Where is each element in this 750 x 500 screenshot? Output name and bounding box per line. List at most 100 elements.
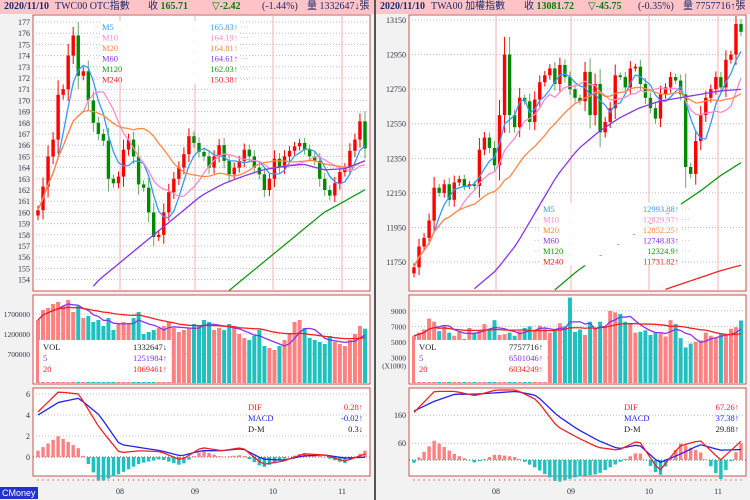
candle-down — [553, 68, 557, 84]
volume-tick-label: 9000 — [391, 307, 406, 316]
candle-down — [643, 83, 648, 98]
candle-up — [287, 150, 292, 157]
macd-histogram-bar — [207, 453, 211, 457]
volume-bar — [212, 330, 217, 383]
candle-down — [688, 166, 693, 174]
volume-bar — [36, 320, 40, 383]
volume-bar — [562, 326, 567, 383]
ma-legend-value: 165.83↑ — [210, 22, 238, 32]
volume-bar — [718, 334, 723, 383]
date: 2020/11/10 — [380, 1, 426, 12]
legend-bg — [100, 31, 240, 42]
volume-bar — [613, 312, 618, 383]
candle-down — [141, 184, 146, 188]
candle-up — [412, 267, 416, 274]
volume-bar — [181, 330, 186, 383]
legend-bg — [541, 245, 681, 255]
volume-bar — [693, 342, 698, 383]
candle-down — [318, 160, 322, 179]
legend-bg — [100, 73, 240, 84]
macd-histogram-bar — [131, 457, 136, 467]
month-label: 10 — [269, 487, 277, 496]
volume-legend-value: 1251984↑ — [133, 353, 167, 363]
macd-legend-value: 0.3↓ — [348, 424, 363, 434]
otc-chart-canvas[interactable]: 154 155 156 157 158 159 160 161 162 163 164 165 166 1… — [0, 14, 374, 500]
macd-histogram-bar — [618, 460, 622, 462]
macd-histogram-bar — [568, 460, 572, 479]
ma-legend-value: 164.81↑ — [210, 43, 238, 53]
macd-histogram-bar — [628, 456, 633, 460]
price-tick-label: 172 — [18, 74, 30, 83]
volume-bar — [171, 328, 176, 383]
macd-histogram-bar — [623, 459, 627, 460]
volume-bar — [633, 332, 638, 383]
volume-ma20-line — [37, 306, 366, 340]
volume-label: 量 — [683, 1, 693, 12]
macd-legend-label: D-M — [248, 424, 265, 434]
macd-histogram-bar — [699, 452, 703, 460]
candle-down — [96, 122, 101, 134]
ma-legend-value: 164.19↑ — [210, 33, 238, 43]
volume-tick-label: 7000 — [391, 322, 406, 331]
macd-histogram-bar — [126, 457, 131, 470]
macd-histogram-bar — [162, 457, 166, 461]
macd-histogram-bar — [252, 457, 257, 463]
candle-up — [452, 182, 456, 200]
price-tick-label: 169 — [18, 108, 30, 117]
candle-up — [162, 212, 166, 235]
legend-bg — [541, 255, 681, 266]
candle-up — [167, 192, 171, 213]
candle-down — [152, 212, 156, 238]
ma-legend-label: M5 — [543, 204, 555, 214]
legend-bg — [100, 21, 240, 31]
ma-line-m240 — [665, 264, 742, 290]
price-tick-label: 162 — [18, 186, 30, 195]
macd-histogram-bar — [673, 449, 678, 460]
volume-bar — [623, 321, 628, 383]
price-tick-label: 12950 — [386, 51, 406, 60]
volume-legend-label: 20 — [43, 364, 52, 374]
month-label: 11 — [338, 487, 346, 496]
volume-tick-label: 700000 — [8, 350, 31, 359]
volume-bar — [292, 322, 297, 383]
symbol-name[interactable]: TWC00 OTC指數 — [55, 1, 130, 12]
candle-down — [111, 178, 116, 184]
legend-bg — [541, 234, 681, 245]
price-tick-label: 171 — [18, 85, 30, 94]
volume-bar — [227, 324, 232, 383]
macd-legend-label: MACD — [248, 413, 274, 423]
volume-bar — [698, 340, 703, 383]
candle-up — [724, 59, 728, 88]
macd-histogram-bar — [182, 457, 186, 464]
price-tick-label: 174 — [18, 52, 30, 61]
candle-up — [427, 220, 431, 238]
volume-bar — [598, 321, 603, 383]
macd-tick-label: 0 — [26, 453, 30, 462]
candle-up — [729, 54, 733, 60]
symbol-name[interactable]: TWA00 加權指數 — [431, 1, 506, 12]
macd-legend-label: DIF — [248, 402, 262, 412]
candle-down — [507, 54, 512, 116]
candle-up — [232, 167, 236, 175]
macd-histogram-bar — [588, 460, 592, 476]
panel-divider[interactable] — [374, 0, 376, 500]
volume-legend-value: 1332647↓ — [133, 342, 167, 352]
macd-histogram-bar — [553, 460, 557, 481]
macd-histogram-bar — [412, 460, 416, 463]
price-change: ▽-45.75 — [588, 1, 622, 12]
taiex-chart-canvas[interactable]: 11750 11950 12150 12350 12550 12750 12950 13150… — [376, 14, 750, 500]
month-label: 08 — [492, 487, 500, 496]
macd-histogram-bar — [633, 453, 638, 460]
macd-histogram-bar — [688, 447, 693, 460]
candle-up — [242, 149, 246, 161]
macd-histogram-bar — [538, 460, 542, 471]
ma-legend-value: 164.61↑ — [210, 54, 238, 64]
volume-bar — [322, 344, 327, 383]
volume-bar — [297, 320, 302, 383]
price-tick-label: 154 — [18, 276, 30, 285]
candle-up — [282, 156, 287, 168]
macd-histogram-bar — [709, 460, 713, 467]
candle-up — [292, 146, 297, 151]
volume-bar — [658, 333, 663, 383]
candle-down — [328, 190, 332, 196]
